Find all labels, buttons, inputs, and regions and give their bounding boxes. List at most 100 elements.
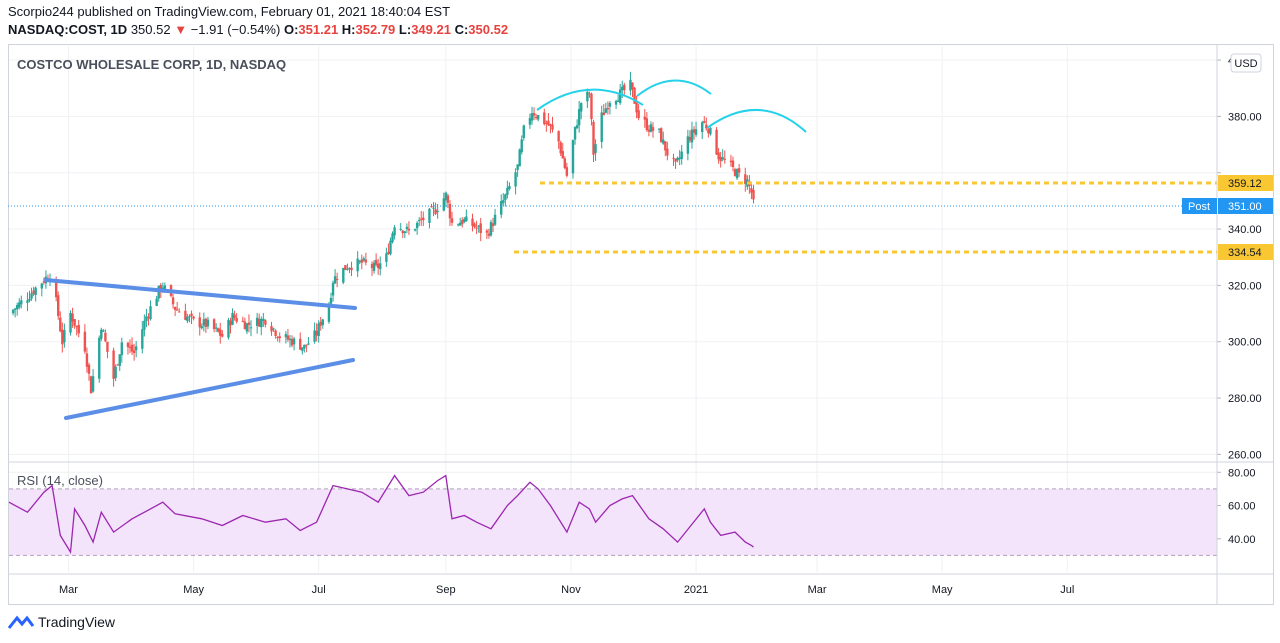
candle-body <box>545 122 548 124</box>
candle <box>571 139 575 179</box>
candle-body <box>573 126 577 140</box>
candle <box>520 135 523 155</box>
candle-body <box>543 112 546 125</box>
candle <box>448 200 452 226</box>
candle <box>145 308 148 328</box>
candle <box>674 158 677 169</box>
candle-body <box>379 263 382 270</box>
candle-body <box>104 332 107 342</box>
candle <box>89 375 93 394</box>
candle <box>456 223 460 227</box>
candle-body <box>707 129 710 134</box>
candle <box>132 343 136 361</box>
candle <box>446 193 450 208</box>
candle-body <box>715 129 718 155</box>
candle-body <box>376 263 380 268</box>
candle <box>528 113 532 129</box>
candle-body <box>590 93 593 120</box>
candle-body <box>132 350 136 354</box>
close-label: C: <box>454 22 469 37</box>
candle <box>360 254 363 270</box>
candle <box>219 322 222 344</box>
candle-body <box>719 156 722 162</box>
candle-body <box>701 122 704 133</box>
candle <box>28 290 31 303</box>
candle <box>178 308 181 313</box>
candle-body <box>434 209 437 214</box>
candle-body <box>674 158 677 162</box>
candle <box>551 116 554 133</box>
candle-body <box>709 127 712 135</box>
candle-body <box>393 227 396 236</box>
candle <box>245 322 249 335</box>
candle-body <box>391 233 394 243</box>
candle-body <box>575 125 579 129</box>
candle <box>303 344 306 353</box>
candle <box>565 162 569 178</box>
candle-body <box>399 228 402 230</box>
candle-body <box>85 353 89 367</box>
candle-body <box>594 144 597 153</box>
candle-body <box>13 308 17 310</box>
candle <box>188 314 191 323</box>
candle <box>680 145 683 165</box>
candle <box>690 121 694 149</box>
candle-body <box>155 298 158 306</box>
candle-body <box>737 168 741 173</box>
candle-body <box>694 129 698 135</box>
candle <box>348 267 351 274</box>
candle-body <box>342 267 345 283</box>
candle-body <box>245 323 249 332</box>
candle-body <box>686 136 690 154</box>
candle <box>112 347 115 387</box>
candle <box>20 295 23 309</box>
candle <box>491 217 495 233</box>
candle-body <box>522 125 525 138</box>
candle-body <box>126 342 130 348</box>
candle <box>401 229 404 239</box>
candle <box>385 247 388 267</box>
candle-body <box>175 309 179 311</box>
candle-body <box>134 346 138 351</box>
candle-body <box>608 103 612 107</box>
candle-body <box>356 258 359 272</box>
tradingview-logo-icon <box>8 615 34 629</box>
rsi-tick-label: 60.00 <box>1228 501 1256 513</box>
price-change: −1.91 (−0.54%) <box>190 22 281 37</box>
candle <box>432 202 435 217</box>
candle <box>750 184 753 200</box>
candle-body <box>750 188 753 193</box>
candle <box>301 347 304 355</box>
candle-body <box>221 333 224 337</box>
candle-body <box>143 320 146 330</box>
candle <box>657 128 661 134</box>
candle-body <box>305 344 308 346</box>
candle <box>299 332 302 351</box>
candle-body <box>231 312 234 325</box>
candle <box>272 327 275 332</box>
candle-body <box>592 121 595 155</box>
support-price-text: 334.54 <box>1228 247 1262 259</box>
candle <box>34 286 37 302</box>
candle-body <box>547 120 550 126</box>
candle-body <box>173 306 177 310</box>
candle <box>434 202 437 216</box>
candle <box>335 272 339 288</box>
candle-body <box>73 319 76 326</box>
candle <box>629 71 632 96</box>
candle-body <box>676 157 679 161</box>
footer[interactable]: TradingView <box>8 614 115 630</box>
candle <box>358 259 361 265</box>
candle <box>342 267 345 285</box>
candle <box>703 116 706 124</box>
candle-body <box>678 157 681 160</box>
candle-body <box>428 208 431 223</box>
candle-body <box>549 124 552 126</box>
candle-body <box>649 124 653 132</box>
candle-body <box>631 82 634 90</box>
candle <box>577 100 581 133</box>
candle <box>87 362 91 381</box>
candle-body <box>63 329 66 343</box>
currency-button[interactable]: USD <box>1230 53 1262 73</box>
